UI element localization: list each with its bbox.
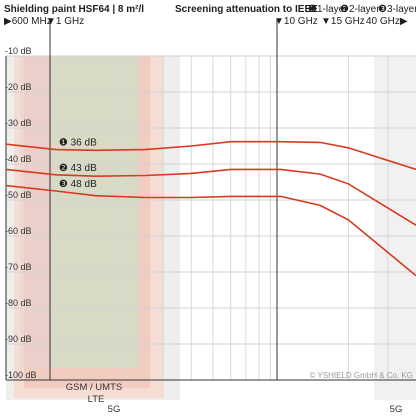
- y-tick-label: -40 dB: [5, 154, 32, 164]
- y-tick-label: -90 dB: [5, 334, 32, 344]
- legend-3-layer: ❸3-layer: [378, 4, 416, 15]
- band-5g-right: 5G: [390, 404, 403, 415]
- y-tick-label: -80 dB: [5, 298, 32, 308]
- series-line-3: [5, 184, 416, 277]
- y-tick-label: -60 dB: [5, 226, 32, 236]
- legend-2-layer: ❷2-layer: [340, 4, 380, 15]
- y-tick-label: -100 dB: [5, 370, 37, 380]
- marker-600mhz: ▶600 MHz: [4, 16, 52, 27]
- copyright: © YSHIELD GmbH & Co. KG: [309, 371, 413, 380]
- y-tick-label: -50 dB: [5, 190, 32, 200]
- series-label-3: ❸ 48 dB: [59, 179, 97, 190]
- series-line-1: [5, 140, 416, 171]
- y-tick-label: -20 dB: [5, 82, 32, 92]
- horizontal-gridlines: [6, 55, 416, 345]
- vertical-gridlines: [20, 56, 389, 380]
- marker-1ghz: ▼1 GHz: [46, 16, 84, 27]
- y-tick-labels: -10 dB -20 dB -30 dB -40 dB -50 dB -60 dB -70 …: [5, 46, 37, 380]
- marker-15ghz: ▼15 GHz: [321, 16, 365, 27]
- marker-10ghz: ▼10 GHz: [274, 16, 318, 27]
- y-tick-label: -10 dB: [5, 46, 32, 56]
- chart-subtitle: Screening attenuation to IEEE: [175, 4, 318, 15]
- band-gsm-umts: GSM / UMTS: [66, 382, 122, 393]
- chart-title: Shielding paint HSF64 | 8 m²/l: [4, 4, 144, 15]
- legend-1-layer: ❶1-layer: [308, 4, 348, 15]
- series-label-2: ❷ 43 dB: [59, 163, 97, 174]
- marker-40ghz: 40 GHz▶: [366, 16, 408, 27]
- frequency-band-shading: [6, 56, 416, 400]
- band-5g-left: 5G: [108, 404, 121, 415]
- y-tick-label: -70 dB: [5, 262, 32, 272]
- series-group: ❶ 36 dB ❷ 43 dB ❸ 48 dB: [5, 138, 416, 277]
- series-line-2: [5, 168, 416, 226]
- y-tick-label: -30 dB: [5, 118, 32, 128]
- series-label-1: ❶ 36 dB: [59, 138, 97, 149]
- band-lte: LTE: [88, 394, 105, 405]
